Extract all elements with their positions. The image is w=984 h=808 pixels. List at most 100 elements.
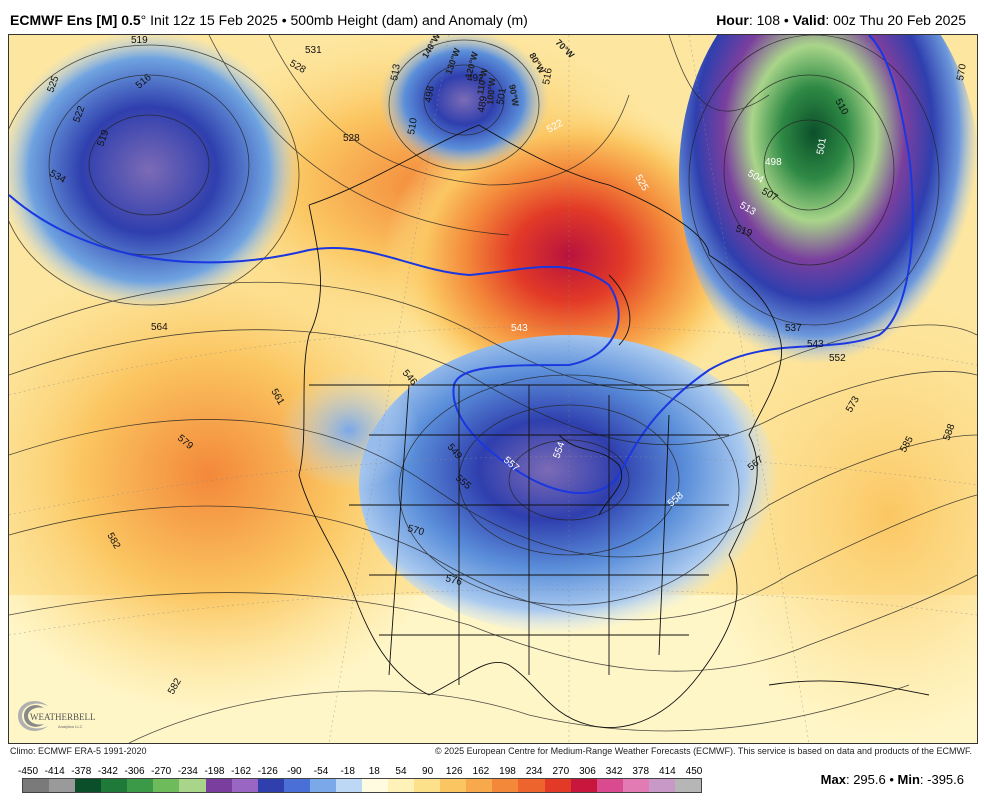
colorbar-swatch <box>648 779 675 792</box>
colorbar-labels: -450 -414 -378 -342 -306 -270 -234 -198 -162 -126… <box>16 766 706 778</box>
colorbar-swatch <box>179 779 206 792</box>
colorbar-tick-label: 126 <box>445 766 463 777</box>
colorbar-swatch <box>466 779 493 792</box>
height-contours <box>9 35 977 743</box>
colorbar-tick-label: 90 <box>422 766 434 777</box>
colorbar-tick-label: 450 <box>685 766 703 777</box>
contour-label: 492 <box>467 73 484 84</box>
colorbar-swatch <box>544 779 571 792</box>
colorbar-tick-label: 234 <box>525 766 543 777</box>
contour-label: 498 <box>423 85 437 104</box>
colorbar-swatch <box>127 779 154 792</box>
colorbar-tick-label: 378 <box>632 766 650 777</box>
colorbar-swatch <box>674 779 702 792</box>
min-label: Min <box>897 772 920 787</box>
atlantic-ridge-anomaly <box>689 285 977 743</box>
contour-label: 498 <box>765 157 782 168</box>
contour-label: 570 <box>406 523 425 538</box>
arctic-low-anomaly <box>379 35 549 170</box>
colorbar-tick-label: 270 <box>552 766 570 777</box>
contour-label: 513 <box>389 63 403 82</box>
colorbar-swatch <box>49 779 76 792</box>
copyright-credit: © 2025 European Centre for Medium-Range … <box>434 746 972 756</box>
weatherbell-logo: WEATHERBELL Analytics LLC <box>18 701 96 731</box>
colorbar-tick-label: -342 <box>97 766 118 777</box>
contour-label: 531 <box>305 45 322 56</box>
hour-valid-separator: • <box>780 12 793 28</box>
min-value: : -395.6 <box>919 772 964 787</box>
alaska-low-anomaly <box>9 35 299 310</box>
field-name: 500mb Height (dam) and Anomaly (m) <box>290 12 528 28</box>
contour-label: 501 <box>815 137 829 156</box>
climo-credit: Climo: ECMWF ERA-5 1991-2020 <box>10 746 147 756</box>
colorbar-swatch <box>257 779 284 792</box>
colorbar-swatch <box>362 779 389 792</box>
colorbar-tick-label: 162 <box>472 766 490 777</box>
model-name: ECMWF Ens [M] 0.5 <box>10 12 141 28</box>
colorbar-tick-label: -126 <box>257 766 278 777</box>
contour-label: 510 <box>406 117 420 136</box>
colorbar-swatch <box>388 779 415 792</box>
anomaly-map: 519 525 522 519 516 534 531 528 513 510 … <box>9 35 977 743</box>
colorbar-tick-label: -450 <box>17 766 39 777</box>
map-title: ECMWF Ens [M] 0.5° Init 12z 15 Feb 2025 … <box>10 12 528 28</box>
colorbar-tick-label: -378 <box>71 766 92 777</box>
colorbar-swatch <box>101 779 128 792</box>
contour-label: 516 <box>541 67 555 86</box>
colorbar-swatch <box>335 779 363 792</box>
colorbar-swatch <box>23 779 50 792</box>
colorbar-swatch <box>75 779 102 792</box>
contour-label: 519 <box>131 35 148 46</box>
colorbar-tick-label: -162 <box>231 766 252 777</box>
coastlines <box>298 124 930 728</box>
hour-valid: Hour: 108 • Valid: 00z Thu 20 Feb 2025 <box>716 12 966 28</box>
colorbar-swatch <box>414 779 441 792</box>
map-panel: 519 525 522 519 516 534 531 528 513 510 … <box>8 34 978 744</box>
colorbar-tick-label: 306 <box>579 766 596 777</box>
degree-symbol: ° <box>140 12 147 28</box>
contour-label: 564 <box>151 322 168 333</box>
colorbar-swatch <box>283 779 310 792</box>
colorbar-tick-label: -54 <box>313 766 329 777</box>
colorbar-swatch <box>492 779 519 792</box>
max-min-readout: Max: 295.6 • Min: -395.6 <box>821 772 964 787</box>
contour-label: 552 <box>829 353 846 364</box>
max-label: Max <box>820 772 846 787</box>
title-separator: • <box>277 12 291 28</box>
max-value: : 295.6 <box>845 772 886 787</box>
max-min-separator: • <box>885 772 898 787</box>
colorbar-swatch <box>570 779 597 792</box>
normal-contour <box>9 35 914 495</box>
contour-label: 576 <box>444 573 463 588</box>
hour-label: Hour <box>716 12 749 28</box>
contour-label: 501 <box>495 87 509 106</box>
valid-label: Valid <box>792 12 826 28</box>
intermountain-cool-anomaly <box>279 370 419 490</box>
valid-value: : 00z Thu 20 Feb 2025 <box>825 12 966 28</box>
contour-label: 570 <box>955 63 969 82</box>
logo-subtext: Analytics LLC <box>58 724 83 729</box>
colorbar-tick-label: 18 <box>368 766 380 777</box>
colorbar-tick-label: -306 <box>124 766 145 777</box>
colorbar-swatch <box>622 779 649 792</box>
colorbar-swatch <box>518 779 545 792</box>
logo-text: WEATHERBELL <box>30 712 96 722</box>
colorbar-tick-label: -90 <box>287 766 302 777</box>
colorbar-tick-label: -270 <box>151 766 172 777</box>
colorbar-tick-label: -414 <box>44 766 65 777</box>
meridian-label: 110°W <box>475 67 490 95</box>
colorbar-tick-label: 54 <box>395 766 407 777</box>
contour-label: 489 <box>476 95 490 114</box>
contour-label: 537 <box>785 323 802 334</box>
colorbar-tick-label: -234 <box>177 766 198 777</box>
colorbar-tick-label: 198 <box>499 766 516 777</box>
graticule <box>9 35 977 743</box>
colorbar-tick-label: 342 <box>605 766 623 777</box>
colorbar-swatch <box>440 779 467 792</box>
init-time: Init 12z 15 Feb 2025 <box>146 12 278 28</box>
colorbar-tick-label: -198 <box>204 766 225 777</box>
contour-label: 543 <box>511 323 528 334</box>
meridian-label: 100°W <box>485 77 497 105</box>
colorbar-tick-label: -18 <box>340 766 355 777</box>
header: ECMWF Ens [M] 0.5° Init 12z 15 Feb 2025 … <box>0 0 984 34</box>
